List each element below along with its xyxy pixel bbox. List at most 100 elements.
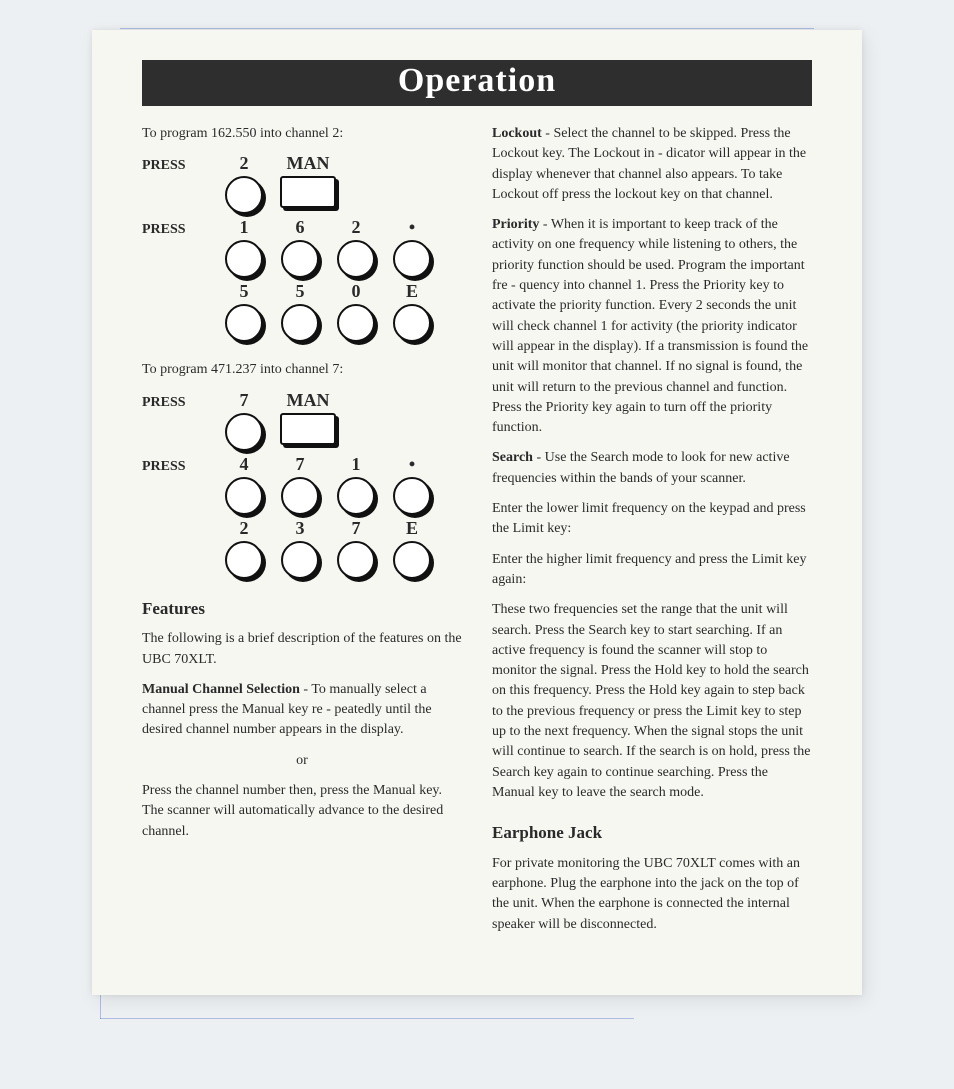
key-label: 1 bbox=[240, 218, 249, 236]
keypad-key: 1 bbox=[222, 218, 266, 278]
keypad-row: PRESS 4 7 1 • bbox=[142, 455, 462, 515]
key-circle-icon bbox=[281, 304, 319, 342]
left-column: To program 162.550 into channel 2: PRESS… bbox=[142, 124, 462, 945]
keys-group: 2 3 7 E bbox=[222, 519, 434, 579]
key-label: 2 bbox=[240, 519, 249, 537]
key-circle-icon bbox=[393, 541, 431, 579]
search-range-body: These two frequencies set the range that… bbox=[492, 600, 812, 803]
key-circle-icon bbox=[393, 304, 431, 342]
key-circle-icon bbox=[225, 240, 263, 278]
features-intro: The following is a brief description of … bbox=[142, 629, 462, 670]
lockout-para: Lockout - Select the channel to be skipp… bbox=[492, 124, 812, 205]
keypad-key: 3 bbox=[278, 519, 322, 579]
program-intro-2: To program 471.237 into channel 7: bbox=[142, 360, 462, 380]
search-body: - Use the Search mode to look for new ac… bbox=[492, 450, 790, 485]
key-label: 2 bbox=[240, 154, 249, 172]
key-rect-icon bbox=[280, 413, 336, 445]
key-rect-icon bbox=[280, 176, 336, 208]
scan-artifact-top bbox=[120, 28, 814, 29]
key-label: • bbox=[409, 455, 415, 473]
press-label bbox=[142, 519, 222, 521]
search-term: Search bbox=[492, 450, 533, 465]
key-label: MAN bbox=[287, 154, 330, 172]
keypad-key: 6 bbox=[278, 218, 322, 278]
priority-body: - When it is important to keep track of … bbox=[492, 217, 808, 435]
scan-artifact-bottom bbox=[100, 1018, 634, 1019]
keypad-row: 5 5 0 E bbox=[142, 282, 462, 342]
key-circle-icon bbox=[337, 541, 375, 579]
keypad-key: • bbox=[390, 218, 434, 278]
keys-group: 2 MAN bbox=[222, 154, 338, 214]
page-title: Operation bbox=[142, 60, 812, 106]
keypad-key: 5 bbox=[278, 282, 322, 342]
keypad-key: 4 bbox=[222, 455, 266, 515]
key-label: 7 bbox=[352, 519, 361, 537]
key-label: E bbox=[406, 519, 418, 537]
key-circle-icon bbox=[225, 477, 263, 515]
key-label: 0 bbox=[352, 282, 361, 300]
keypad-key: 0 bbox=[334, 282, 378, 342]
program-intro-1: To program 162.550 into channel 2: bbox=[142, 124, 462, 144]
lockout-term: Lockout bbox=[492, 126, 542, 141]
key-label: • bbox=[409, 218, 415, 236]
press-label bbox=[142, 282, 222, 284]
key-circle-icon bbox=[337, 477, 375, 515]
search-para: Search - Use the Search mode to look for… bbox=[492, 448, 812, 489]
key-label: 2 bbox=[352, 218, 361, 236]
key-circle-icon bbox=[337, 240, 375, 278]
press-label: PRESS bbox=[142, 455, 222, 477]
two-column-layout: To program 162.550 into channel 2: PRESS… bbox=[142, 124, 812, 945]
key-circle-icon bbox=[281, 240, 319, 278]
key-label: 6 bbox=[296, 218, 305, 236]
keypad-row: PRESS 1 6 2 • bbox=[142, 218, 462, 278]
keypad-key: 7 bbox=[334, 519, 378, 579]
key-circle-icon bbox=[225, 304, 263, 342]
keys-group: 5 5 0 E bbox=[222, 282, 434, 342]
manual-page: Operation To program 162.550 into channe… bbox=[92, 30, 862, 995]
mcs-alt: Press the channel number then, press the… bbox=[142, 781, 462, 842]
manual-channel-selection: Manual Channel Selection - To manually s… bbox=[142, 680, 462, 741]
key-circle-icon bbox=[281, 477, 319, 515]
keypad-key: 2 bbox=[334, 218, 378, 278]
key-label: 5 bbox=[296, 282, 305, 300]
key-circle-icon bbox=[225, 541, 263, 579]
press-label: PRESS bbox=[142, 218, 222, 240]
keypad-key: 7 bbox=[278, 455, 322, 515]
keypad-example-1: PRESS 2 MAN PRESS 1 6 2 • 5 5 0 E bbox=[142, 154, 462, 342]
mcs-term: Manual Channel Selection bbox=[142, 682, 300, 697]
key-label: 5 bbox=[240, 282, 249, 300]
search-lower-limit: Enter the lower limit frequency on the k… bbox=[492, 499, 812, 540]
features-heading: Features bbox=[142, 597, 462, 622]
key-label: MAN bbox=[287, 391, 330, 409]
key-circle-icon bbox=[337, 304, 375, 342]
keys-group: 7 MAN bbox=[222, 391, 338, 451]
key-circle-icon bbox=[225, 413, 263, 451]
keys-group: 1 6 2 • bbox=[222, 218, 434, 278]
key-label: 7 bbox=[240, 391, 249, 409]
key-circle-icon bbox=[393, 477, 431, 515]
keypad-row: PRESS7MAN bbox=[142, 391, 462, 451]
key-label: 7 bbox=[296, 455, 305, 473]
priority-para: Priority - When it is important to keep … bbox=[492, 215, 812, 438]
key-label: E bbox=[406, 282, 418, 300]
keypad-key: 7 bbox=[222, 391, 266, 451]
key-circle-icon bbox=[393, 240, 431, 278]
scan-background: Operation To program 162.550 into channe… bbox=[0, 0, 954, 1089]
right-column: Lockout - Select the channel to be skipp… bbox=[492, 124, 812, 945]
key-label: 1 bbox=[352, 455, 361, 473]
earphone-body: For private monitoring the UBC 70XLT com… bbox=[492, 854, 812, 935]
or-separator: or bbox=[142, 751, 462, 771]
earphone-heading: Earphone Jack bbox=[492, 821, 812, 846]
key-label: 4 bbox=[240, 455, 249, 473]
keypad-key: • bbox=[390, 455, 434, 515]
keypad-key: 5 bbox=[222, 282, 266, 342]
search-upper-limit: Enter the higher limit frequency and pre… bbox=[492, 550, 812, 591]
keypad-key: MAN bbox=[278, 391, 338, 451]
keys-group: 4 7 1 • bbox=[222, 455, 434, 515]
keypad-key: MAN bbox=[278, 154, 338, 214]
key-circle-icon bbox=[225, 176, 263, 214]
key-label: 3 bbox=[296, 519, 305, 537]
priority-term: Priority bbox=[492, 217, 539, 232]
keypad-key: E bbox=[390, 282, 434, 342]
keypad-key: 1 bbox=[334, 455, 378, 515]
